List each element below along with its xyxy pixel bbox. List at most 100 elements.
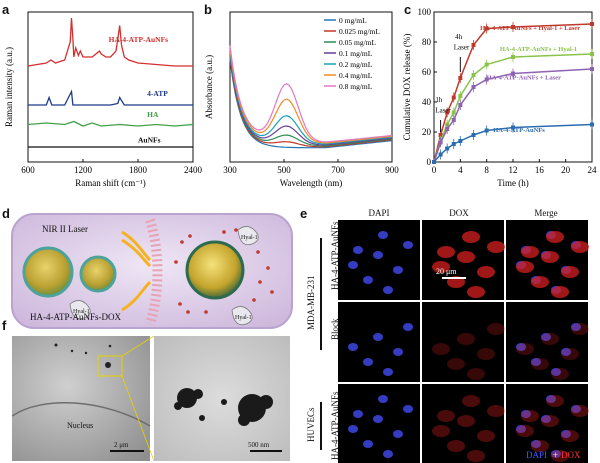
dox-signal [516, 343, 534, 355]
nanoparticle [79, 255, 117, 293]
group-label-mda: MDA-MB-231 [306, 275, 316, 330]
nucleus-stain [521, 410, 531, 418]
panel-letter-d: d [2, 206, 10, 221]
x-tick-label: 700 [331, 165, 345, 175]
series-line [229, 59, 393, 149]
dox-signal [487, 323, 505, 335]
dox-signal [477, 266, 495, 278]
dox-signal [432, 425, 450, 437]
x-tick-label: 12 [509, 165, 518, 175]
dox-signal [487, 241, 505, 253]
series-line [229, 56, 393, 147]
series-label: AuNFs [138, 136, 161, 145]
series-line [27, 120, 194, 127]
nucleus-stain [516, 425, 526, 433]
annotation-4h: Laser [454, 44, 470, 52]
dox-signal [467, 286, 485, 298]
series-label: HA-4-ATP-AuNFs + Laser [487, 75, 561, 82]
series-label: HA-4-ATP-AuNFs + Hyal-1 + Laser [480, 25, 580, 32]
nucleus-stain [571, 323, 581, 331]
probe-label: HA-4-ATP-AuNFs-DOX [30, 312, 121, 322]
dox-signal [521, 410, 539, 422]
nucleus-stain [393, 430, 403, 438]
dox-signal [447, 358, 465, 370]
cell-membrane [145, 218, 163, 326]
dox-signal [467, 368, 485, 380]
x-tick-label: 900 [385, 165, 399, 175]
nucleus-outline [12, 402, 151, 427]
nucleus-stain [353, 246, 363, 254]
dox-signal [551, 286, 569, 298]
panel-letter-b: b [204, 2, 212, 17]
chart-c: 0 4 8 12 16 20 24 0 20 40 60 80 100 Time (h) Cumulativ… [402, 7, 597, 188]
series-label: HA [147, 110, 159, 119]
x-tick-label: 500 [277, 165, 291, 175]
nucleus-stain [383, 450, 393, 458]
nucleus-stain [551, 450, 561, 458]
nucleus-stain [373, 333, 383, 341]
dox-signal [432, 343, 450, 355]
nucleus-stain [403, 241, 413, 249]
hyal-enzyme [231, 306, 253, 326]
column-header-merge: Merge [534, 208, 558, 218]
nucleus-label: Nucleus [67, 421, 93, 430]
series-line [229, 57, 393, 148]
micrograph-tile [422, 302, 504, 382]
dox-signal [541, 415, 559, 427]
micrograph-tile [338, 384, 420, 463]
tem-particles [54, 343, 112, 368]
dox-signal [521, 246, 539, 258]
legend-label: 0.025 mg/mL [339, 27, 380, 36]
nir-laser-label: NIR II Laser [42, 224, 88, 234]
dox-signal [561, 348, 579, 360]
y-tick-label: 0 [427, 157, 432, 167]
dox-signal [571, 241, 589, 253]
annotation-4h: 4h [455, 33, 463, 41]
dox-signal [541, 251, 559, 263]
nucleus-stain [378, 395, 388, 403]
laser-beam [121, 280, 152, 312]
dox-signal [462, 231, 480, 243]
dox-signal [561, 266, 579, 278]
zoom-line [121, 336, 155, 357]
series-line [229, 48, 393, 144]
dox-signal [551, 450, 569, 462]
merge-legend-dox: DOX [561, 450, 581, 460]
laser-beam [121, 230, 152, 262]
group-label-huvecs: HUVECs [306, 407, 316, 442]
dox-signal [437, 410, 455, 422]
row-label-2: Block [330, 318, 340, 341]
legend-label: 0.05 mg/mL [339, 38, 377, 47]
x-axis-label: Time (h) [497, 178, 528, 188]
panel-letter-f: f [2, 318, 7, 333]
nanoparticle [22, 246, 74, 298]
annotation-1h: 1h [435, 96, 443, 104]
nucleus-stain [531, 358, 541, 366]
dox-signal [432, 261, 450, 273]
dox-signal [457, 333, 475, 345]
nucleus-stain [561, 348, 571, 356]
scalebar-left-label: 2 μm [114, 441, 129, 449]
nucleus-stain [571, 405, 581, 413]
y-tick-label: 80 [422, 37, 432, 47]
legend-label: 0.8 mg/mL [339, 82, 373, 91]
nucleus-stain [551, 368, 561, 376]
nucleus-stain [383, 368, 393, 376]
x-tick-label: 0 [432, 165, 437, 175]
nucleus-stain [531, 440, 541, 448]
micrograph-tile [422, 384, 504, 463]
panel-letter-a: a [2, 2, 10, 17]
tem-left-image [12, 336, 150, 461]
series-line [229, 51, 393, 145]
dox-signal [477, 430, 495, 442]
series-line [229, 45, 393, 143]
nucleus-stain [363, 358, 373, 366]
series-line [433, 68, 593, 163]
dox-signal [561, 430, 579, 442]
dox-signal [437, 246, 455, 258]
hyal-label: Hyal-1 [73, 309, 90, 315]
panel-letter-e: e [300, 206, 308, 221]
column-header-dox: DOX [449, 208, 469, 218]
nucleus-stain [353, 410, 363, 418]
nucleus-stain [363, 440, 373, 448]
